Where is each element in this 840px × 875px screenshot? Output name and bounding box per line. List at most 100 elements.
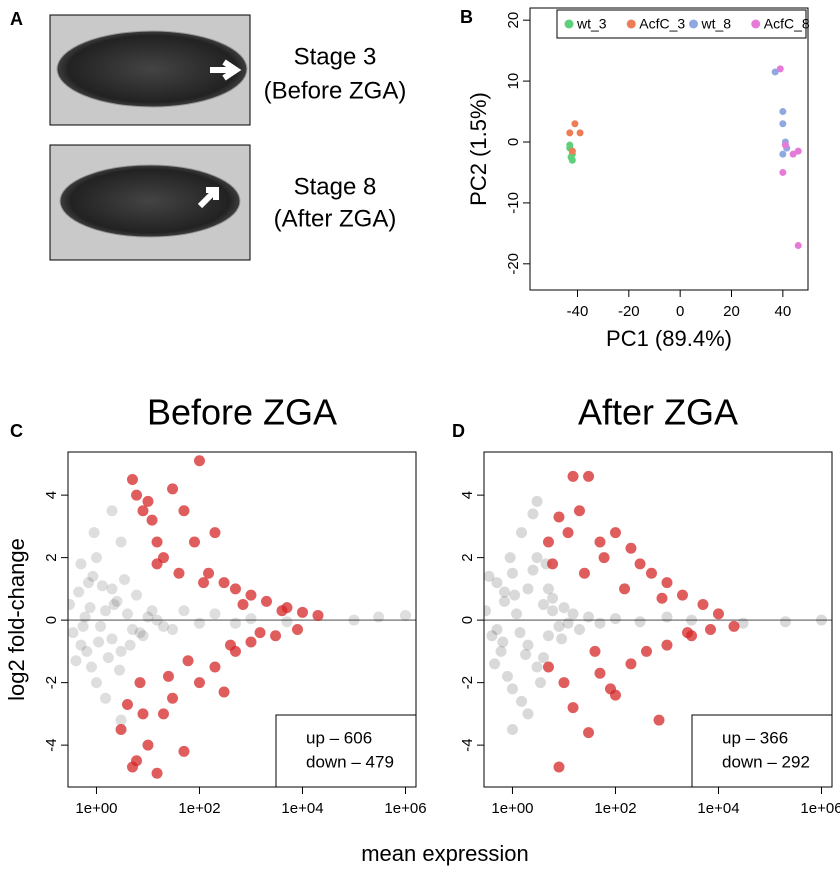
point — [115, 714, 127, 726]
point — [516, 527, 528, 539]
plot-area — [68, 455, 416, 779]
point — [146, 605, 158, 617]
point — [589, 645, 601, 657]
point — [75, 558, 87, 570]
point — [794, 242, 802, 250]
point — [68, 627, 79, 639]
point — [151, 558, 163, 570]
point — [576, 129, 584, 137]
point — [489, 658, 501, 670]
point — [399, 609, 411, 621]
point — [126, 474, 138, 485]
point — [88, 527, 100, 539]
point — [542, 536, 554, 548]
legend-box — [556, 9, 807, 39]
point — [111, 595, 123, 607]
point — [126, 624, 138, 635]
point — [567, 702, 579, 714]
point — [348, 614, 360, 626]
point — [229, 583, 241, 595]
point — [173, 567, 185, 579]
x-tick-label: -40 — [567, 303, 589, 320]
point — [520, 649, 532, 660]
point — [131, 489, 143, 501]
legend-marker — [689, 19, 698, 29]
point — [609, 613, 621, 625]
point — [115, 536, 127, 548]
point — [75, 639, 87, 651]
point — [516, 695, 528, 707]
point — [676, 589, 688, 601]
plot-frame — [67, 451, 417, 788]
point — [77, 620, 89, 632]
point — [531, 661, 543, 673]
point — [771, 68, 779, 76]
point — [537, 652, 549, 664]
point — [498, 595, 510, 607]
point — [142, 495, 154, 507]
point — [486, 630, 498, 642]
point — [137, 708, 149, 720]
point — [531, 495, 543, 507]
point — [547, 605, 559, 617]
point — [781, 141, 789, 149]
point — [312, 609, 324, 621]
y-tick-label: 0 — [43, 616, 60, 624]
point — [573, 505, 585, 517]
point — [203, 567, 215, 579]
point — [573, 624, 585, 635]
point — [209, 608, 221, 620]
point — [728, 620, 740, 632]
point — [106, 583, 118, 595]
point — [553, 511, 565, 523]
point — [645, 567, 657, 579]
annotation: down – 479 — [306, 752, 394, 771]
annotation: down – 292 — [722, 752, 810, 771]
point — [553, 761, 565, 773]
point — [276, 605, 288, 617]
point — [567, 608, 579, 620]
point — [121, 608, 133, 620]
point — [218, 577, 230, 589]
point — [260, 595, 272, 607]
point — [151, 614, 163, 626]
plot-area — [566, 65, 802, 250]
point — [90, 552, 102, 564]
point — [661, 577, 673, 589]
y-tick-label: -4 — [459, 738, 476, 751]
legend-marker — [626, 19, 636, 29]
y-axis-label: PC2 (1.5%) — [466, 92, 491, 206]
point — [100, 692, 112, 704]
point — [566, 129, 574, 137]
point — [167, 692, 179, 704]
point — [547, 592, 559, 604]
point — [121, 699, 133, 710]
point — [779, 108, 787, 116]
point — [737, 617, 749, 629]
point — [115, 724, 127, 735]
y-tick-label: -10 — [505, 192, 522, 214]
point — [245, 636, 257, 648]
point — [291, 624, 303, 635]
y-tick-label: -2 — [459, 676, 476, 689]
point — [583, 727, 595, 739]
point — [527, 508, 539, 520]
point — [106, 633, 118, 645]
point — [167, 483, 179, 495]
point — [296, 606, 308, 618]
point — [157, 620, 169, 632]
x-axis-label: PC1 (89.4%) — [606, 326, 732, 351]
x-tick-label: 1e+00 — [75, 800, 117, 817]
point — [566, 141, 574, 149]
point — [108, 599, 120, 610]
point — [484, 605, 492, 617]
point — [498, 586, 510, 598]
point — [681, 627, 693, 639]
point — [118, 574, 130, 585]
point — [270, 630, 282, 642]
point — [522, 708, 534, 720]
point — [162, 670, 174, 682]
point — [594, 667, 606, 679]
point — [245, 589, 257, 601]
x-tick-label: 1e+04 — [281, 800, 323, 817]
